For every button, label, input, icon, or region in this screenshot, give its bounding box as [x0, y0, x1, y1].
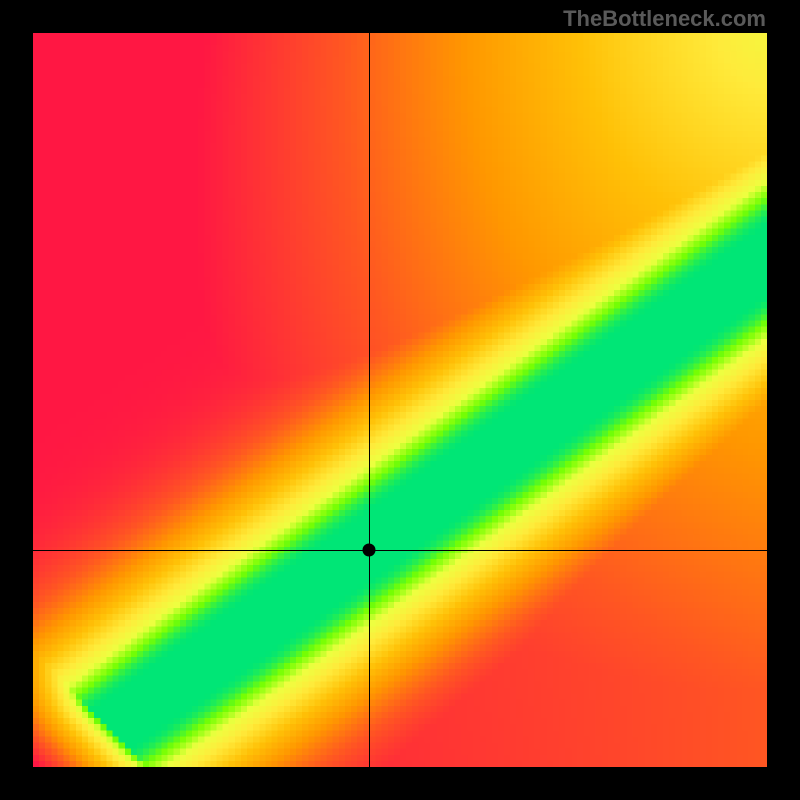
- heatmap-plot: [33, 33, 767, 767]
- crosshair-vertical: [369, 33, 370, 767]
- heatmap-canvas: [33, 33, 767, 767]
- watermark-text: TheBottleneck.com: [563, 6, 766, 32]
- crosshair-marker: [363, 544, 376, 557]
- crosshair-horizontal: [33, 550, 767, 551]
